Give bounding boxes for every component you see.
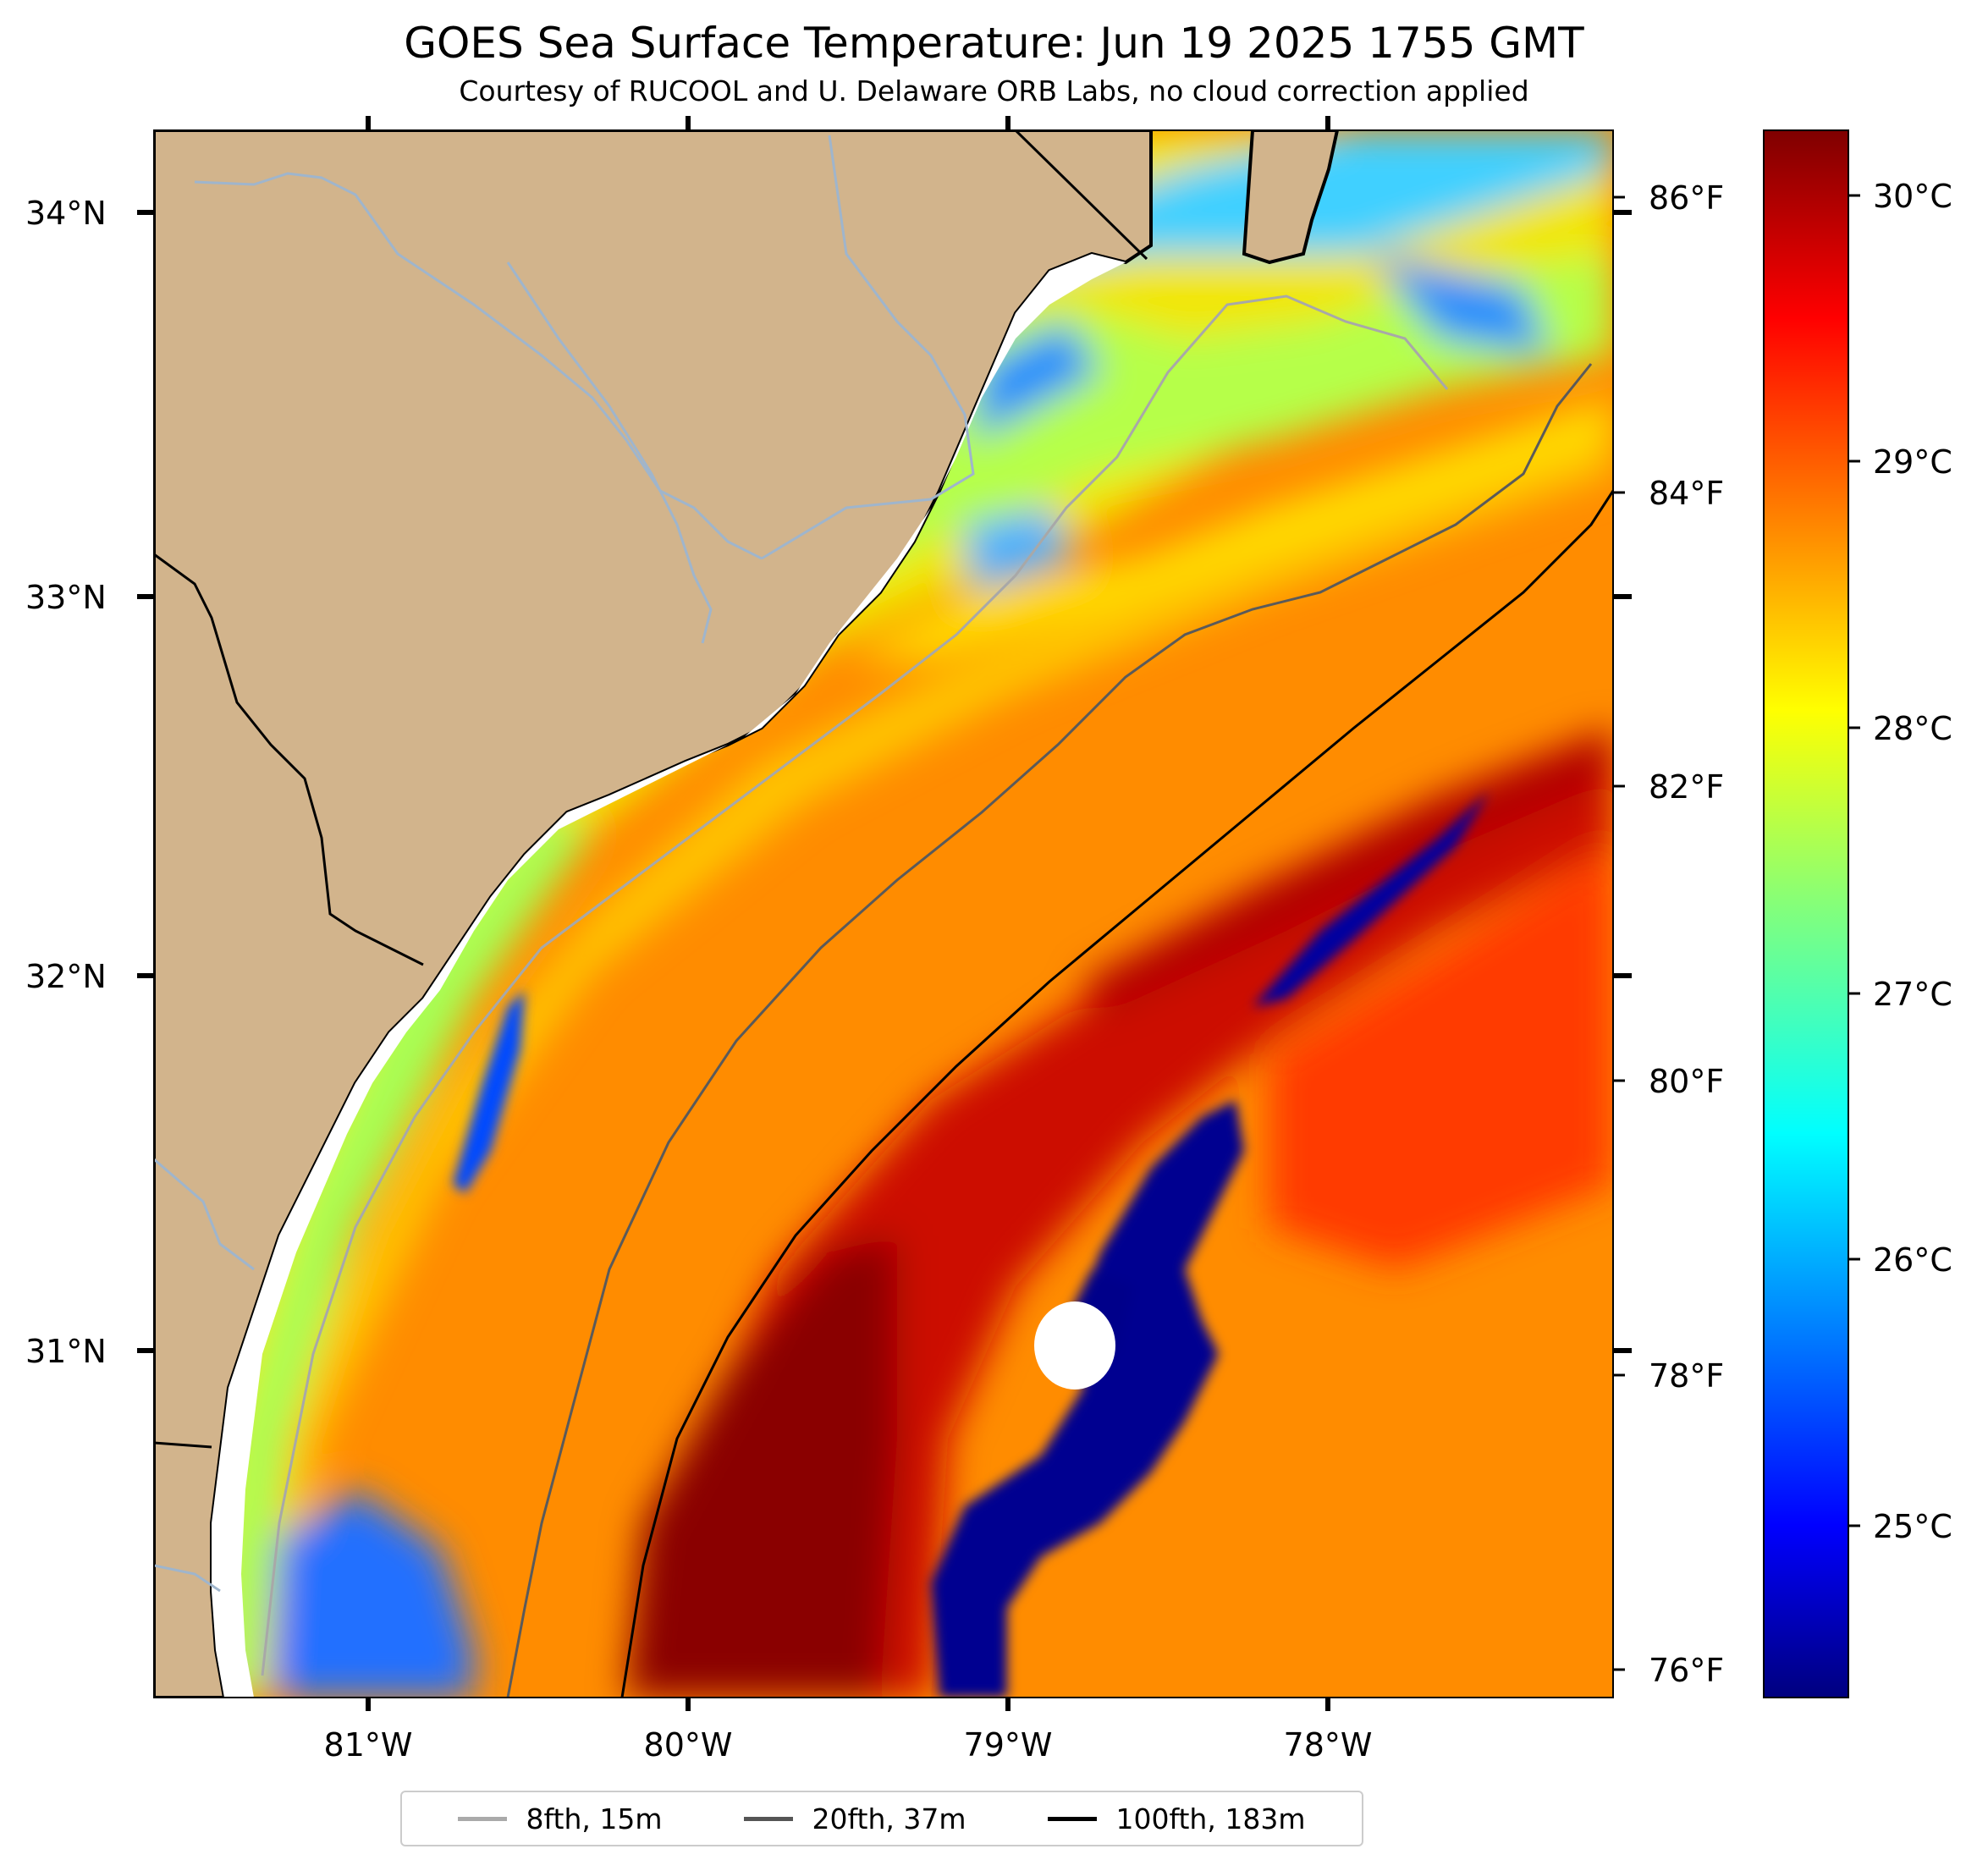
map-frame [153,129,1614,1698]
legend-line-20fth [744,1816,794,1821]
lat-label: 33°N [25,579,107,616]
isobath-8fth [261,294,1449,1676]
rivers [154,135,975,1593]
lat-label: 32°N [25,958,107,995]
lon-label: 81°W [324,1726,413,1764]
legend-item: 20fth, 37m [744,1802,966,1835]
no-data-patch [1034,1301,1115,1389]
map-area [154,130,1613,1698]
lon-label: 80°W [644,1726,733,1764]
fahrenheit-label: 86°F [1649,179,1724,217]
colorbar-label: 25°C [1873,1508,1952,1545]
colorbar-label: 26°C [1873,1241,1952,1279]
axis-labels: 34°N 33°N 32°N 31°N 81°W 80°W 79°W 78°W [25,195,1372,1764]
legend-label: 20fth, 37m [812,1802,966,1835]
legend-line-100fth [1048,1816,1098,1821]
legend-line-8fth [458,1816,508,1821]
legend-item: 8fth, 15m [458,1802,663,1835]
axis-ticks [137,116,1632,1711]
colorbar: 30°C 29°C 28°C 27°C 26°C 25°C [1763,129,1952,1698]
legend-label: 8fth, 15m [526,1802,663,1835]
legend: 8fth, 15m 20fth, 37m 100fth, 183m [400,1791,1363,1846]
bathymetry [261,294,1613,1698]
lat-label: 34°N [25,195,107,232]
fahrenheit-label: 82°F [1649,768,1724,806]
lon-label: 79°W [964,1726,1053,1764]
isobath-100fth [620,490,1613,1698]
colorbar-label: 28°C [1873,710,1952,747]
fahrenheit-label: 76°F [1649,1652,1724,1689]
fahrenheit-label: 84°F [1649,475,1724,512]
colorbar-gradient [1763,129,1849,1698]
legend-item: 100fth, 183m [1048,1802,1305,1835]
state-boundaries [154,130,1148,1449]
lon-label: 78°W [1284,1726,1373,1764]
land-northeast [1242,130,1340,265]
fahrenheit-label: 78°F [1649,1357,1724,1395]
chart-title: GOES Sea Surface Temperature: Jun 19 202… [404,19,1584,68]
colorbar-label: 30°C [1873,178,1952,215]
chart-subtitle: Courtesy of RUCOOL and U. Delaware ORB L… [459,74,1529,107]
lat-label: 31°N [25,1333,107,1370]
colorbar-label: 29°C [1873,443,1952,481]
fahrenheit-label: 80°F [1649,1063,1724,1100]
legend-label: 100fth, 183m [1115,1802,1306,1835]
colorbar-label: 27°C [1873,976,1952,1013]
isobath-20fth [506,363,1593,1698]
fahrenheit-axis: 86°F 84°F 82°F 80°F 78°F 76°F [1613,179,1724,1689]
